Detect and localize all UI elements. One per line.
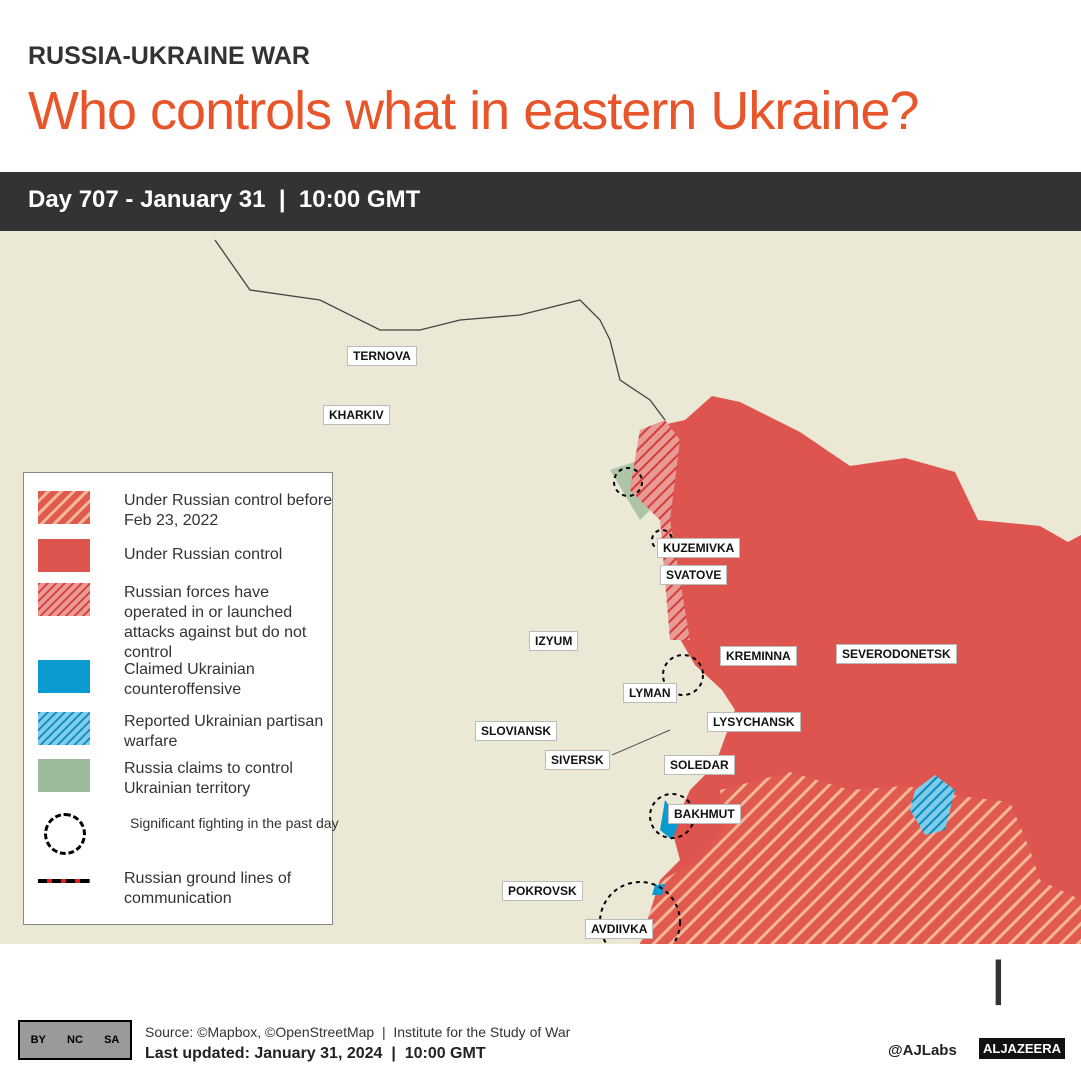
border-line <box>214 239 666 421</box>
place-label: SVATOVE <box>660 565 728 585</box>
cc-license-icon: BY NC SA <box>18 1020 132 1060</box>
place-label: SOLEDAR <box>664 755 735 775</box>
swatch-pre2022 <box>38 491 90 524</box>
place-label: KREMINNA <box>720 646 797 666</box>
place-label: IZYUM <box>529 631 579 651</box>
place-label: LYSYCHANSK <box>707 712 801 732</box>
place-label: KUZEMIVKA <box>657 538 741 558</box>
legend-label: Russia claims to control Ukrainian terri… <box>124 760 293 797</box>
legend: Under Russian control before Feb 23, 202… <box>23 472 339 925</box>
partisan-area <box>910 775 955 835</box>
fighting-circle <box>662 654 704 696</box>
aljazeera-logo-icon: ا <box>990 951 1007 1018</box>
contested-area <box>630 420 690 640</box>
legend-label: Under Russian control before Feb 23, 202… <box>124 492 333 529</box>
place-label: SIVERSK <box>545 750 610 770</box>
fighting-circle <box>613 467 643 497</box>
ground-line-icon <box>38 879 90 883</box>
legend-label: Claimed Ukrainian counteroffensive <box>124 661 255 698</box>
legend-label: Russian forces have operated in or launc… <box>124 584 307 661</box>
place-label: AVDIIVKA <box>585 919 654 939</box>
swatch-counteroffensive <box>38 660 90 693</box>
swatch-contested <box>38 583 90 616</box>
ukrainian-area <box>652 884 665 895</box>
source-text: Source: ©Mapbox, ©OpenStreetMap | Instit… <box>145 1024 571 1040</box>
legend-label: Reported Ukrainian partisan warfare <box>124 713 324 750</box>
legend-label: Russian ground lines of communication <box>124 870 292 907</box>
place-label: POKROVSK <box>502 881 583 901</box>
pre-2022-area <box>640 772 1081 944</box>
handle: @AJLabs <box>888 1042 957 1059</box>
page-title: Who controls what in eastern Ukraine? <box>28 81 919 141</box>
place-label: LYMAN <box>623 683 677 703</box>
dateline-bar: Day 707 - January 31 | 10:00 GMT <box>0 172 1081 231</box>
brand-logo: ALJAZEERA <box>979 1038 1066 1059</box>
dashed-circle-icon <box>44 813 86 855</box>
place-label: SEVERODONETSK <box>836 644 957 664</box>
legend-label: Under Russian control <box>124 546 283 563</box>
swatch-partisan <box>38 712 90 745</box>
place-label: BAKHMUT <box>668 804 741 824</box>
swatch-claimed <box>38 759 90 792</box>
place-label: TERNOVA <box>347 346 417 366</box>
swatch-russian <box>38 539 90 572</box>
updated-text: Last updated: January 31, 2024 | 10:00 G… <box>145 1045 486 1062</box>
place-label: KHARKIV <box>323 405 390 425</box>
legend-label: Significant fighting in the past day <box>130 815 339 831</box>
fighting-circle <box>599 881 681 944</box>
kicker: RUSSIA-UKRAINE WAR <box>28 42 310 70</box>
map-shapes <box>214 239 1081 944</box>
place-label: SLOVIANSK <box>475 721 558 741</box>
